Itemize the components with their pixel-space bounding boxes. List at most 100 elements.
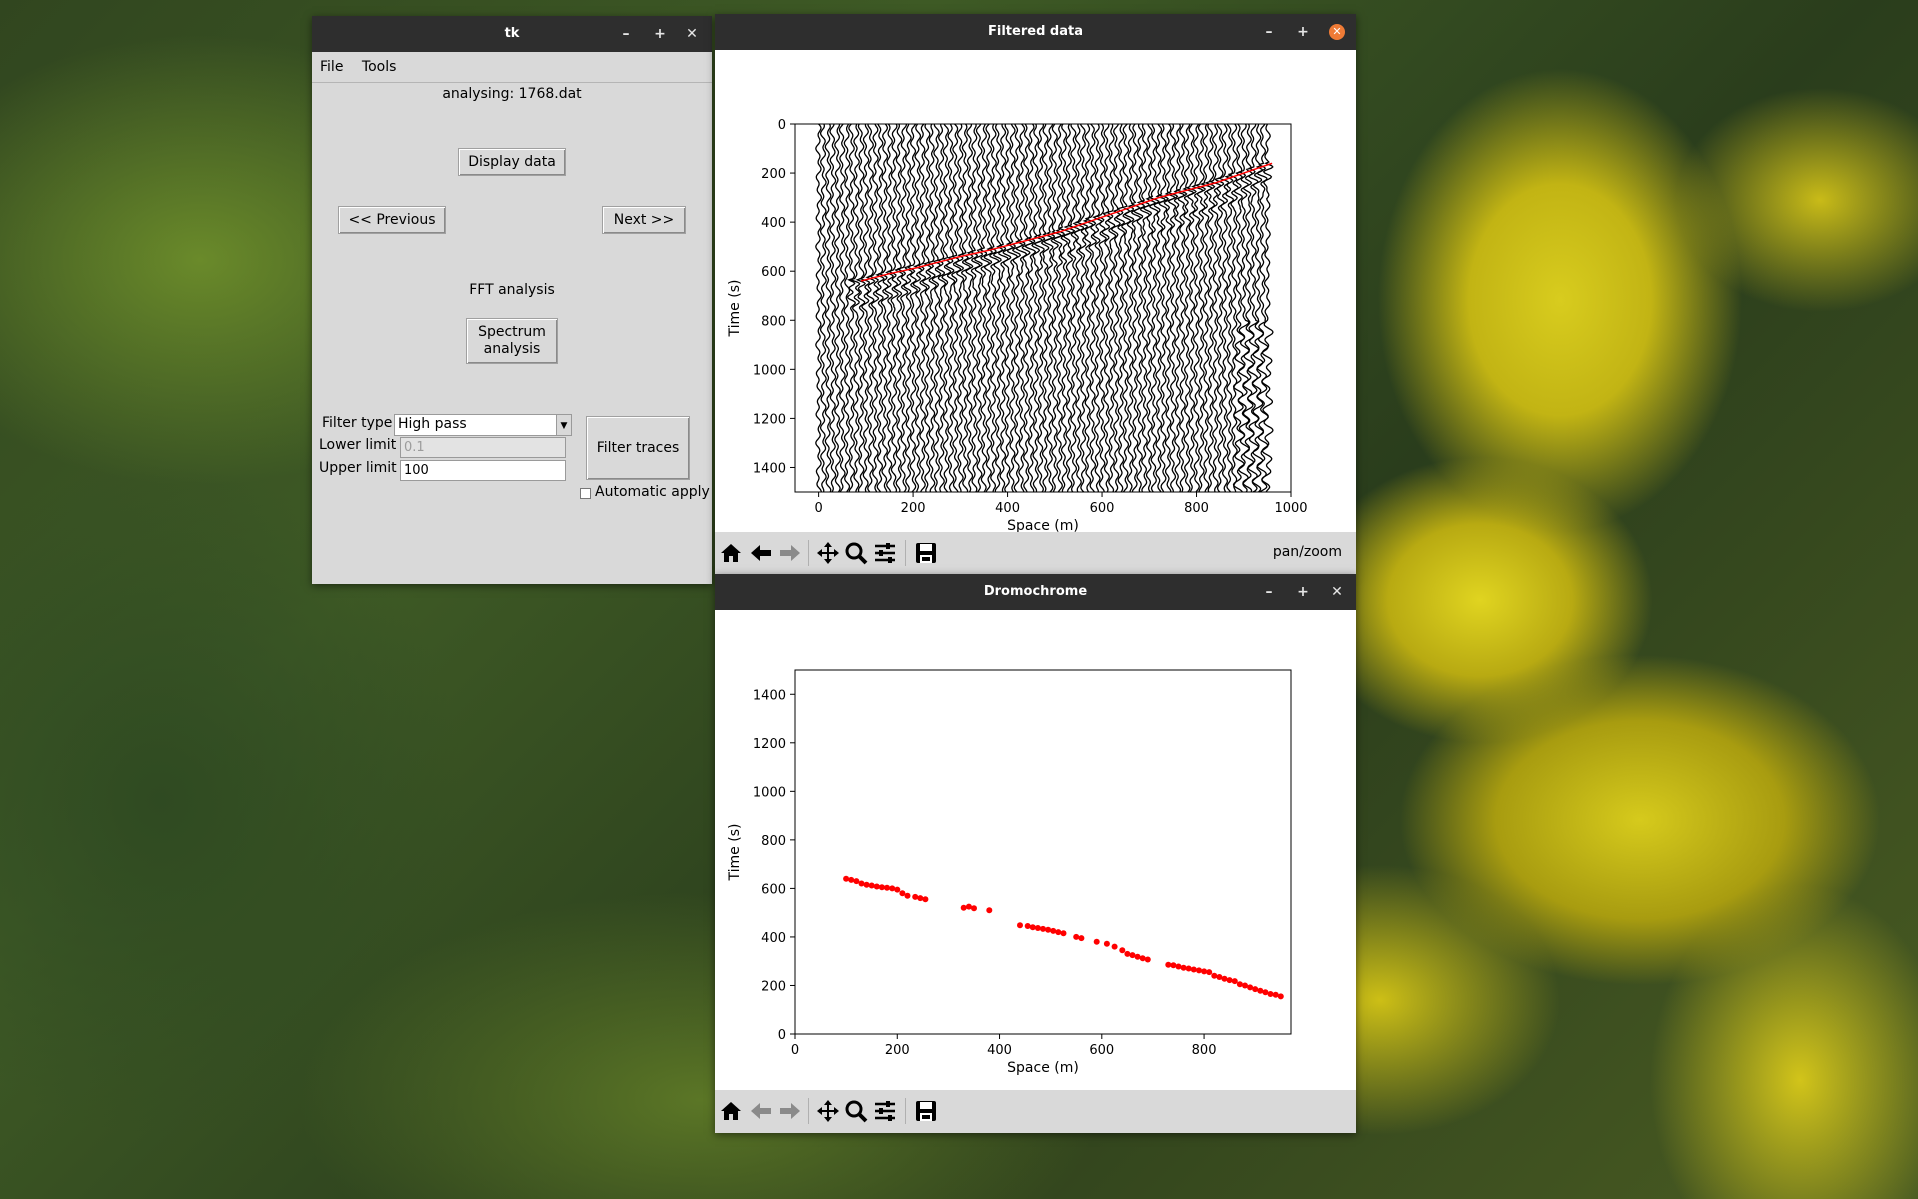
toolbar-separator: [905, 540, 906, 566]
trace-line: [1063, 123, 1076, 493]
close-icon[interactable]: ✕: [1329, 24, 1345, 40]
close-icon[interactable]: ✕: [1331, 584, 1343, 600]
zoom-icon[interactable]: [843, 1098, 869, 1124]
menu-file[interactable]: File: [320, 59, 344, 75]
filtered-data-window: Filtered data – + ✕ 0 200 400 600 800 1000 0 20…: [715, 14, 1356, 574]
trace-line: [824, 123, 832, 493]
trace-line: [838, 123, 846, 493]
trace-line: [960, 123, 971, 493]
move-icon[interactable]: [815, 1098, 841, 1124]
trace-line: [1074, 123, 1089, 493]
x-axis-label: Space (m): [1007, 1060, 1079, 1076]
trace-group: [815, 123, 1274, 493]
filter-traces-button[interactable]: Filter traces: [586, 416, 690, 480]
data-point: [986, 907, 993, 914]
upper-limit-input[interactable]: 100: [400, 460, 566, 481]
trace-line: [1095, 123, 1107, 493]
data-point: [843, 875, 850, 882]
x-tick-label: 1000: [1274, 501, 1307, 516]
spectrum-analysis-button[interactable]: Spectrum analysis: [466, 318, 558, 364]
minimize-icon[interactable]: –: [1265, 24, 1273, 40]
data-point: [868, 882, 875, 889]
trace-line: [1224, 123, 1235, 493]
toolbar-separator: [905, 1098, 906, 1124]
x-tick-label: 200: [885, 1043, 910, 1058]
trace-line: [829, 123, 837, 493]
trace-line: [1194, 123, 1207, 493]
y-tick-label: 400: [761, 931, 786, 946]
forward-icon[interactable]: [777, 1098, 803, 1124]
trace-line: [1204, 123, 1216, 493]
dromo-window-title: Dromochrome: [983, 584, 1088, 599]
filtered-toolbar: pan/zoom: [715, 532, 1356, 574]
tk-titlebar[interactable]: tk – + ✕: [312, 16, 712, 52]
filter-type-select[interactable]: High pass ▼: [394, 414, 572, 436]
seismic-traces-chart[interactable]: 0 200 400 600 800 1000 0 200 400 600 800 1000 1200 14…: [715, 50, 1356, 534]
automatic-apply-label: Automatic apply: [595, 484, 710, 500]
filtered-titlebar[interactable]: Filtered data – + ✕: [715, 14, 1356, 50]
trace-line: [936, 124, 947, 493]
close-icon[interactable]: ✕: [686, 26, 698, 42]
next-button[interactable]: Next >>: [602, 206, 686, 234]
display-data-button[interactable]: Display data: [458, 148, 566, 176]
toolbar-separator: [808, 1098, 809, 1124]
back-icon[interactable]: [748, 1098, 774, 1124]
trace-line: [1163, 123, 1176, 493]
configure-icon[interactable]: [872, 1098, 898, 1124]
zoom-icon[interactable]: [843, 540, 869, 566]
maximize-icon[interactable]: +: [1297, 24, 1309, 40]
data-point: [848, 876, 855, 883]
x-tick-label: 600: [1089, 1043, 1114, 1058]
trace-line: [902, 123, 913, 493]
trace-line: [983, 123, 993, 493]
trace-line: [973, 123, 984, 493]
tk-window: tk – + ✕ File Tools analysing: 1768.dat …: [312, 16, 712, 584]
data-point: [1165, 961, 1172, 968]
trace-line: [1139, 123, 1151, 493]
trace-line: [964, 124, 974, 493]
dromochrome-chart[interactable]: 0 200 400 600 800 0 200 400 600 800 1000 1200 1400 Sp…: [715, 610, 1356, 1090]
minimize-icon[interactable]: –: [622, 26, 630, 42]
picks-line: [860, 162, 1273, 282]
trace-line: [998, 123, 1009, 493]
data-point: [1103, 940, 1110, 947]
trace-line: [1082, 123, 1094, 493]
dromo-titlebar[interactable]: Dromochrome – + ✕: [715, 574, 1356, 610]
home-icon[interactable]: [718, 1098, 744, 1124]
save-icon[interactable]: [913, 1098, 939, 1124]
automatic-apply-checkbox[interactable]: [580, 488, 591, 499]
data-point: [1093, 938, 1100, 945]
maximize-icon[interactable]: +: [1297, 584, 1309, 600]
trace-line: [1092, 123, 1103, 492]
configure-icon[interactable]: [872, 540, 898, 566]
chevron-down-icon[interactable]: ▼: [556, 415, 571, 435]
trace-line: [1084, 123, 1097, 493]
trace-line: [1173, 123, 1186, 493]
move-icon[interactable]: [815, 540, 841, 566]
trace-line: [1185, 123, 1197, 493]
x-tick-label: 600: [1090, 501, 1115, 516]
menu-tools[interactable]: Tools: [361, 59, 397, 75]
data-point: [1124, 950, 1131, 957]
data-point: [1221, 975, 1228, 982]
previous-button[interactable]: << Previous: [338, 206, 446, 234]
y-tick-label: 1400: [753, 461, 786, 476]
forward-icon[interactable]: [777, 540, 803, 566]
trace-line: [951, 123, 962, 493]
trace-line: [877, 123, 889, 493]
analysing-label: analysing: 1768.dat: [442, 86, 582, 102]
trace-line: [926, 123, 937, 493]
data-point: [1111, 943, 1118, 950]
home-icon[interactable]: [718, 540, 744, 566]
trace-line: [945, 123, 956, 493]
back-icon[interactable]: [748, 540, 774, 566]
data-point: [1226, 977, 1233, 984]
x-tick-label: 400: [987, 1043, 1012, 1058]
y-tick-label: 600: [761, 882, 786, 897]
lower-limit-input[interactable]: 0.1: [400, 437, 566, 458]
save-icon[interactable]: [913, 540, 939, 566]
data-point: [1252, 986, 1259, 993]
minimize-icon[interactable]: –: [1265, 584, 1273, 600]
maximize-icon[interactable]: +: [654, 26, 666, 42]
y-tick-label: 0: [778, 1028, 786, 1043]
